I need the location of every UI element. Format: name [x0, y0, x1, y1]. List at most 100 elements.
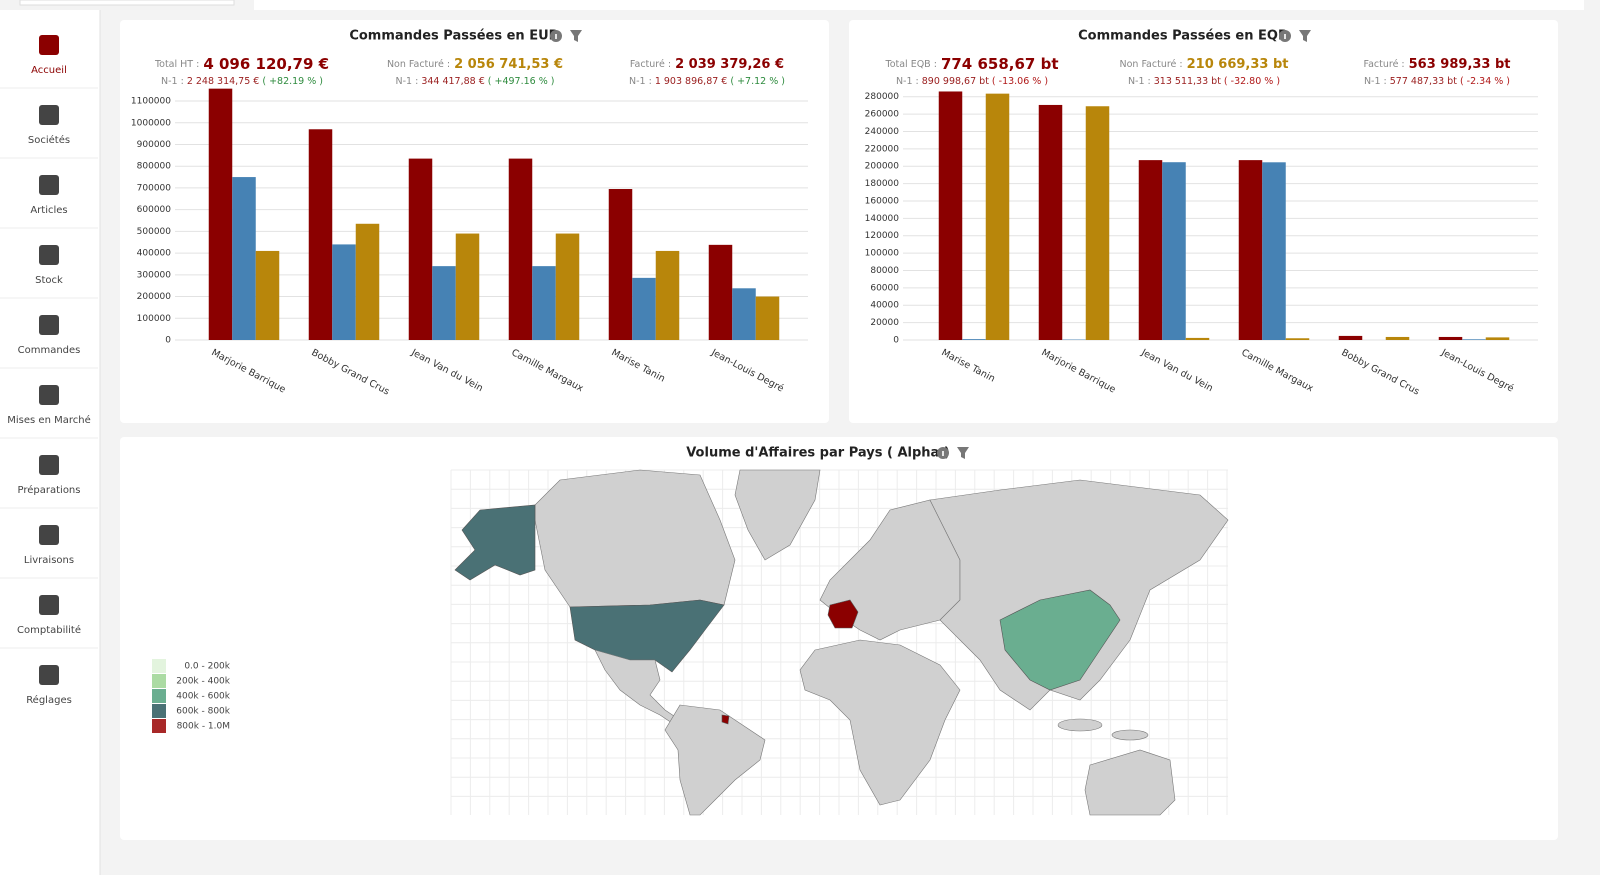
- stat-n1-line: N-1 :890 998,67 bt( -13.06 % ): [896, 76, 1048, 87]
- nav-label: Réglages: [26, 694, 72, 706]
- bar[interactable]: [332, 244, 356, 340]
- stat-label: Total EQB :: [885, 59, 937, 70]
- bar[interactable]: [655, 250, 680, 340]
- filter-icon[interactable]: [1299, 30, 1311, 42]
- nav-item[interactable]: Livraisons: [0, 525, 98, 579]
- nav-item[interactable]: Réglages: [26, 665, 72, 706]
- bar[interactable]: [985, 93, 1010, 340]
- bar[interactable]: [1262, 162, 1286, 340]
- bar[interactable]: [1185, 337, 1210, 340]
- nav-icon: [39, 35, 59, 55]
- bar[interactable]: [555, 233, 580, 340]
- stat-n1-label: N-1 :: [896, 76, 919, 87]
- stat-n1-line: N-1 :2 248 314,75 €( +82.19 % ): [161, 76, 323, 87]
- bar[interactable]: [1138, 160, 1163, 340]
- legend-label: 600k - 800k: [176, 707, 231, 717]
- bar[interactable]: [408, 158, 433, 340]
- bar[interactable]: [1285, 338, 1310, 340]
- bar[interactable]: [1085, 106, 1110, 340]
- bar[interactable]: [1238, 160, 1263, 340]
- stat-n1-change: ( +7.12 % ): [730, 76, 785, 87]
- sidebar: [0, 10, 100, 875]
- bar[interactable]: [1462, 339, 1486, 340]
- nav-label: Comptabilité: [17, 624, 81, 636]
- nav-item[interactable]: Stock: [0, 245, 98, 299]
- bar[interactable]: [708, 244, 733, 340]
- y-tick-label: 900000: [137, 140, 172, 150]
- bar[interactable]: [1385, 336, 1410, 340]
- greenland: [734, 469, 821, 561]
- y-tick-label: 80000: [870, 266, 899, 276]
- sidebar-nav: Accueil Sociétés Articles Stock Commandes Mis…: [0, 35, 98, 706]
- stat-n1-label: N-1 :: [161, 76, 184, 87]
- y-tick-label: 1100000: [131, 97, 171, 107]
- bar[interactable]: [1338, 335, 1363, 340]
- stat-label: Facturé :: [630, 59, 671, 70]
- nav-icon: [39, 105, 59, 125]
- search-box[interactable]: [19, 0, 235, 6]
- nav-icon: [39, 595, 59, 615]
- nav-label: Préparations: [18, 484, 81, 496]
- china[interactable]: [999, 589, 1121, 691]
- bar[interactable]: [532, 266, 556, 340]
- legend-swatch: [152, 674, 166, 688]
- nav-item[interactable]: Mises en Marché: [0, 385, 98, 439]
- y-tick-label: 260000: [865, 110, 900, 120]
- stat-n1-change: ( -32.80 % ): [1224, 76, 1280, 87]
- nav-label: Commandes: [18, 345, 81, 356]
- stat-value: 2 056 741,53 €: [454, 57, 563, 72]
- bar[interactable]: [232, 177, 256, 340]
- nav-item[interactable]: Sociétés: [0, 105, 98, 159]
- bar[interactable]: [755, 296, 780, 340]
- stat-label: Non Facturé :: [387, 59, 450, 70]
- nav-item[interactable]: Comptabilité: [0, 595, 98, 649]
- bar[interactable]: [355, 223, 380, 340]
- bar[interactable]: [455, 233, 480, 340]
- bar[interactable]: [432, 266, 456, 340]
- filter-icon[interactable]: [570, 30, 582, 42]
- nav-label: Livraisons: [24, 555, 74, 566]
- panel-title: Commandes Passées en EUR: [349, 29, 558, 44]
- africa: [799, 639, 961, 806]
- y-tick-label: 700000: [137, 183, 172, 193]
- nav-item[interactable]: Articles: [0, 175, 98, 229]
- bar[interactable]: [1485, 337, 1510, 340]
- nav-item[interactable]: Commandes: [0, 315, 98, 369]
- stat-n1-value: 344 417,88 €: [421, 76, 484, 87]
- france[interactable]: [827, 599, 859, 629]
- panel-title: Commandes Passées en EQB: [1078, 29, 1288, 44]
- stat-value: 2 039 379,26 €: [675, 57, 784, 72]
- bar[interactable]: [255, 250, 280, 340]
- nav-icon: [39, 385, 59, 405]
- bar[interactable]: [632, 277, 656, 340]
- y-tick-label: 400000: [137, 249, 172, 259]
- y-tick-label: 0: [165, 336, 171, 346]
- nav-item[interactable]: Préparations: [0, 455, 98, 509]
- french-guiana[interactable]: [721, 714, 730, 725]
- bar[interactable]: [508, 158, 533, 340]
- map-title: Volume d'Affaires par Pays ( Alpha ): [686, 446, 950, 461]
- nav-item[interactable]: Accueil: [0, 35, 98, 89]
- bar[interactable]: [732, 288, 756, 340]
- nav-icon: [39, 525, 59, 545]
- filter-icon[interactable]: [957, 447, 969, 459]
- bar[interactable]: [1438, 336, 1463, 340]
- y-tick-label: 40000: [870, 301, 899, 311]
- bar[interactable]: [308, 129, 333, 340]
- bar[interactable]: [962, 339, 986, 340]
- stat-n1-value: 313 511,33 bt: [1154, 76, 1221, 87]
- y-tick-label: 60000: [870, 283, 899, 293]
- bar[interactable]: [938, 91, 963, 340]
- stat-line: Facturé : 2 039 379,26 €: [630, 57, 784, 72]
- world-map: [450, 469, 1229, 816]
- nav-label: Mises en Marché: [7, 414, 90, 426]
- y-tick-label: 140000: [865, 214, 900, 224]
- bar[interactable]: [1038, 104, 1063, 340]
- bar[interactable]: [608, 189, 633, 340]
- y-tick-label: 20000: [870, 318, 899, 328]
- nav-label: Articles: [30, 205, 67, 216]
- bar[interactable]: [1162, 162, 1186, 340]
- alaska[interactable]: [454, 504, 536, 581]
- bar[interactable]: [208, 88, 233, 340]
